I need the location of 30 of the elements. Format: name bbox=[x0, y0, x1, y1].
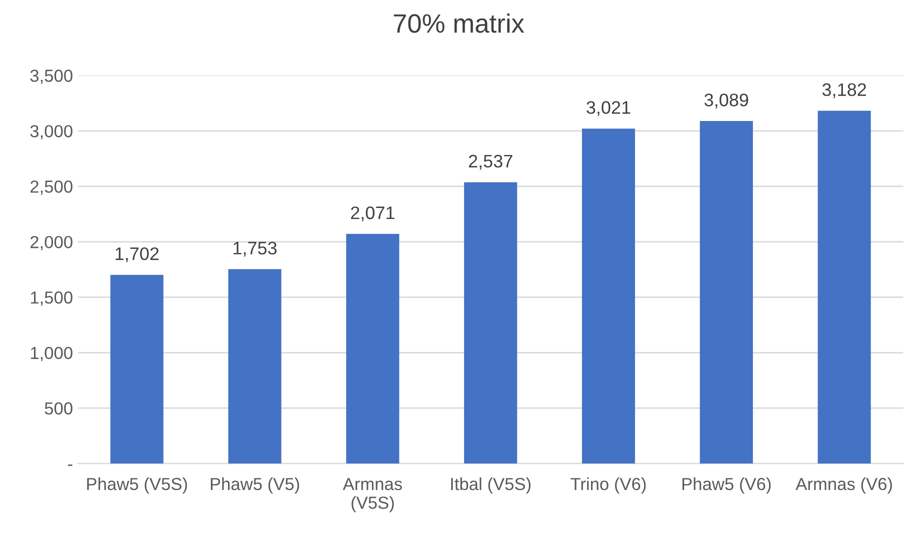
data-label: 2,537 bbox=[468, 154, 512, 170]
bar bbox=[464, 182, 518, 464]
y-tick-label: 1,000 bbox=[30, 346, 72, 362]
data-label: 3,021 bbox=[586, 101, 630, 116]
bar bbox=[228, 269, 282, 464]
data-label: 3,182 bbox=[822, 83, 866, 98]
x-tick-label: Phaw5 (V5) bbox=[210, 477, 300, 494]
x-tick-label: Armnas (V5S) bbox=[342, 478, 402, 512]
x-tick-label: Trino (V6) bbox=[570, 477, 646, 494]
chart-title: 70% matrix bbox=[394, 13, 524, 33]
data-label: 1,753 bbox=[234, 242, 277, 257]
data-label: 1,702 bbox=[116, 247, 159, 262]
x-tick-label: Phaw5 (V6) bbox=[682, 477, 771, 494]
y-tick-label: 2,500 bbox=[30, 180, 72, 195]
y-tick-label: 1,500 bbox=[30, 291, 72, 306]
x-tick-label: Phaw5 (V5S) bbox=[87, 477, 187, 494]
data-label: 2,071 bbox=[351, 206, 394, 222]
bar bbox=[346, 234, 400, 464]
y-tick-label: 3,000 bbox=[30, 125, 72, 140]
x-tick-label: Armnas (V6) bbox=[796, 477, 892, 494]
data-label: 3,089 bbox=[704, 94, 748, 108]
y-tick-label: 2,000 bbox=[30, 236, 72, 250]
y-tick-label: 3,500 bbox=[30, 70, 72, 84]
y-tick-label: 500 bbox=[44, 402, 72, 415]
x-tick-label: Itbal (V5S) bbox=[451, 477, 531, 494]
bar bbox=[110, 274, 164, 464]
bar bbox=[818, 110, 871, 464]
bar bbox=[582, 128, 636, 464]
bar bbox=[700, 121, 753, 464]
y-tick-label: - bbox=[68, 464, 72, 466]
